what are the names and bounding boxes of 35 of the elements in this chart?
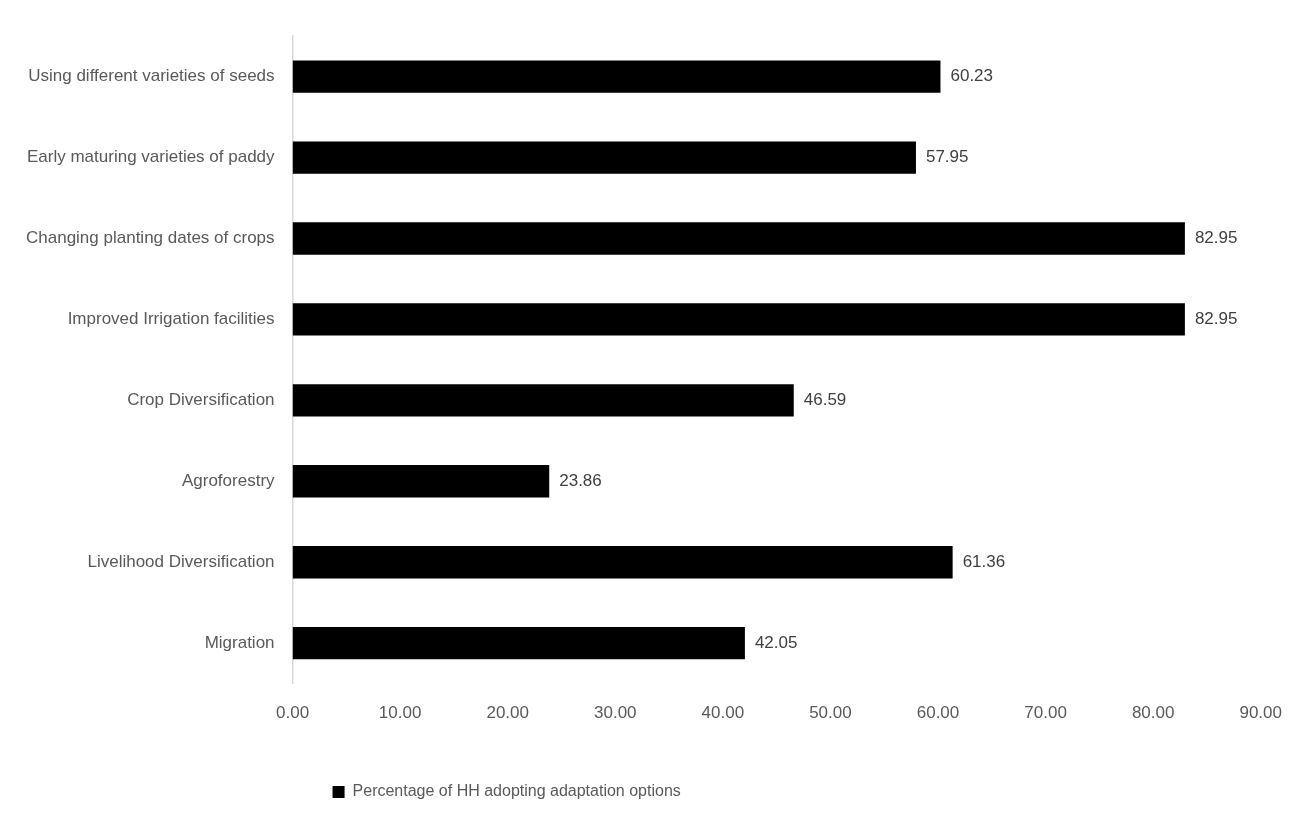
data-label: 82.95: [1194, 228, 1238, 248]
y-tick-label: Migration: [204, 632, 275, 652]
x-tick-label: 20.00: [486, 703, 529, 723]
bar: [292, 546, 953, 579]
x-tick-label: 50.00: [809, 703, 852, 723]
y-tick-label: Changing planting dates of crops: [26, 228, 275, 248]
data-label: 57.95: [925, 147, 969, 167]
bar: [292, 303, 1185, 336]
data-label: 60.23: [950, 66, 994, 86]
x-tick-label: 40.00: [701, 703, 745, 723]
bar: [292, 60, 941, 93]
x-tick-label: 10.00: [378, 703, 422, 723]
y-tick-label: Early maturing varieties of paddy: [27, 147, 276, 167]
data-label: 46.59: [803, 390, 847, 410]
x-tick-label: 60.00: [916, 703, 960, 723]
y-tick-label: Agroforestry: [181, 470, 276, 490]
x-tick-label: 0.00: [276, 703, 310, 723]
x-tick-label: 30.00: [594, 703, 637, 723]
data-label: 61.36: [962, 551, 1006, 571]
bar: [292, 626, 745, 660]
y-tick-label: Using different varieties of seeds: [28, 66, 275, 86]
data-label: 82.95: [1194, 309, 1238, 329]
x-tick-label: 80.00: [1131, 703, 1175, 723]
bar: [292, 465, 550, 498]
x-tick-label: 90.00: [1239, 703, 1282, 723]
x-tick-label: 70.00: [1024, 703, 1067, 723]
legend-label: Percentage of HH adopting adaptation options: [352, 782, 681, 800]
bar: [292, 141, 916, 174]
data-label: 42.05: [754, 632, 798, 652]
y-tick-label: Livelihood Diversification: [87, 551, 275, 571]
y-tick-label: Improved Irrigation facilities: [67, 309, 275, 329]
bar: [292, 222, 1185, 255]
y-tick-label: Crop Diversification: [127, 390, 275, 410]
bar: [292, 384, 794, 417]
data-label: 23.86: [559, 470, 602, 490]
